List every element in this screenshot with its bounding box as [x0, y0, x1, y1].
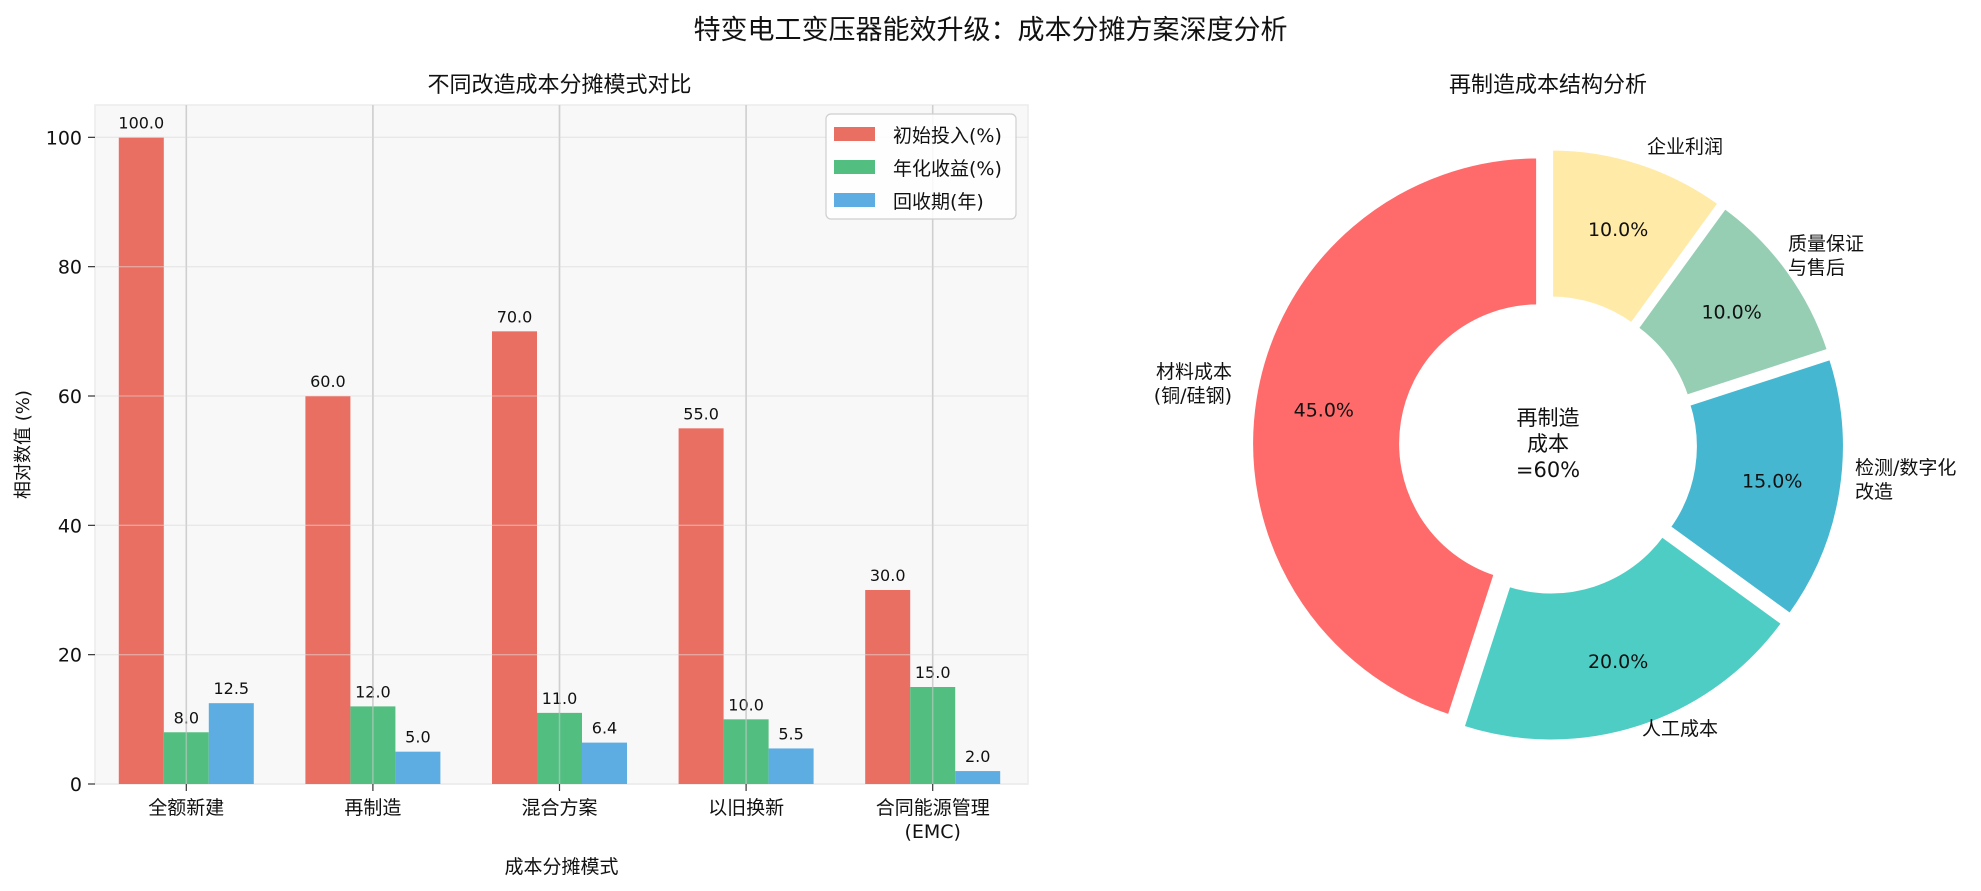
- wedge-percent-label: 45.0%: [1294, 399, 1354, 421]
- bar: [305, 396, 351, 784]
- x-tick-label: 全额新建: [148, 797, 224, 819]
- bar-chart-title: 不同改造成本分摊模式对比: [427, 73, 691, 98]
- legend-label: 初始投入(%): [893, 125, 1002, 147]
- x-tick-label: 合同能源管理(EMC): [876, 797, 990, 843]
- donut-chart-title: 再制造成本结构分析: [1449, 73, 1647, 98]
- bar-value-label: 2.0: [965, 747, 990, 766]
- wedge-percent-label: 10.0%: [1588, 219, 1648, 241]
- y-tick-label: 80: [58, 257, 82, 279]
- donut-wedge: [1459, 532, 1787, 744]
- bar: [118, 137, 164, 785]
- figure-title: 特变电工变压器能效升级：成本分摊方案深度分析: [693, 15, 1288, 46]
- legend-swatch: [834, 160, 875, 174]
- legend-swatch: [834, 193, 875, 207]
- wedge-category-label: 检测/数字化改造: [1855, 457, 1956, 503]
- bar-value-label: 60.0: [310, 372, 346, 391]
- y-axis-label: 相对数值 (%): [13, 390, 34, 499]
- bar-chart: 020406080100100.060.070.055.030.08.012.0…: [13, 73, 1029, 878]
- donut-wedge: [1549, 146, 1723, 328]
- donut-wedge: [1633, 204, 1832, 400]
- bar-value-label: 12.5: [213, 679, 249, 698]
- legend-swatch: [834, 127, 875, 141]
- x-tick-label: 混合方案: [521, 797, 597, 819]
- legend: 初始投入(%) 年化收益(%) 回收期(年): [825, 113, 1017, 220]
- x-tick-label: 以旧换新: [708, 797, 784, 819]
- wedge-percent-label: 20.0%: [1588, 651, 1648, 673]
- y-tick-label: 0: [70, 774, 82, 796]
- bar-value-label: 5.0: [405, 728, 430, 747]
- donut-center-text: 再制造成本=60%: [1516, 406, 1580, 482]
- wedge-percent-label: 10.0%: [1701, 302, 1761, 324]
- bar-value-label: 55.0: [683, 404, 719, 423]
- bar: [208, 703, 254, 784]
- wedge-category-label: 质量保证与售后: [1788, 233, 1864, 279]
- legend-label: 年化收益(%): [893, 158, 1002, 180]
- bar: [395, 751, 441, 784]
- legend-label: 回收期(年): [893, 191, 984, 213]
- y-tick-label: 100: [46, 127, 82, 149]
- bar: [492, 331, 537, 784]
- bar: [678, 428, 724, 784]
- bar: [865, 590, 911, 784]
- wedge-category-label: 材料成本(铜/硅钢): [1154, 361, 1232, 407]
- y-tick-label: 20: [58, 645, 82, 667]
- wedge-category-label: 企业利润: [1647, 136, 1723, 158]
- wedge-category-label: 人工成本: [1642, 718, 1718, 740]
- x-axis-label: 成本分摊模式: [504, 856, 618, 878]
- bar-value-label: 5.5: [778, 724, 803, 743]
- bar: [582, 742, 627, 784]
- bar-value-label: 6.4: [592, 719, 617, 738]
- donut-wedge: [1249, 154, 1541, 719]
- donut-wedge: [1665, 355, 1847, 619]
- y-tick-label: 60: [58, 386, 82, 408]
- bar: [955, 771, 1001, 784]
- bar-value-label: 70.0: [497, 307, 533, 326]
- x-tick-label: 再制造: [344, 797, 401, 819]
- y-tick-label: 40: [58, 515, 82, 537]
- bar-value-label: 100.0: [118, 113, 164, 132]
- wedge-percent-label: 15.0%: [1742, 471, 1802, 493]
- bar-value-label: 30.0: [870, 566, 906, 585]
- bar: [768, 748, 814, 784]
